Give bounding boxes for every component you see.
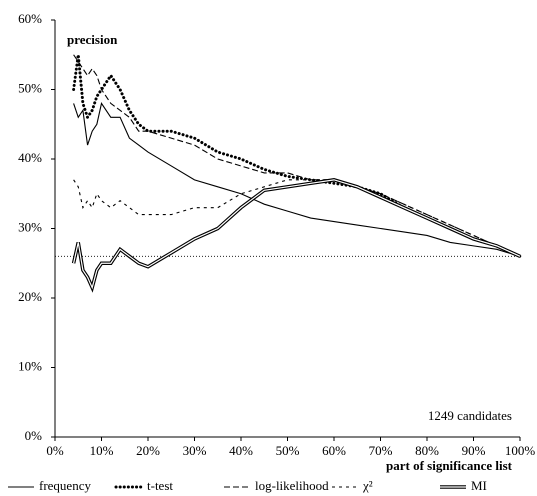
x-tick-label: 10%: [90, 443, 114, 458]
annotation: 1249 candidates: [428, 408, 512, 423]
x-tick-label: 30%: [183, 443, 207, 458]
x-tick-label: 50%: [276, 443, 300, 458]
line-inner: [73, 179, 521, 290]
legend-label: t-test: [147, 478, 173, 493]
y-tick-label: 10%: [18, 358, 42, 373]
y-tick-label: 50%: [18, 80, 42, 95]
x-axis-label: part of significance list: [386, 458, 513, 473]
x-tick-label: 80%: [415, 443, 439, 458]
x-tick-label: 20%: [136, 443, 160, 458]
line: [72, 54, 522, 258]
legend-label: log-likelihood: [255, 478, 329, 493]
y-tick-label: 60%: [18, 11, 42, 26]
line: [73, 102, 521, 257]
y-tick-label: 20%: [18, 289, 42, 304]
line: [73, 179, 521, 257]
x-tick-label: 0%: [46, 443, 64, 458]
y-tick-label: 0%: [25, 428, 43, 443]
line: [73, 54, 521, 257]
y-tick-label: 30%: [18, 219, 42, 234]
y-tick-label: 40%: [18, 150, 42, 165]
legend-label: MI: [471, 478, 487, 493]
x-tick-label: 90%: [462, 443, 486, 458]
x-tick-label: 40%: [229, 443, 253, 458]
legend-label: frequency: [39, 478, 91, 493]
x-tick-label: 100%: [505, 443, 536, 458]
x-tick-label: 60%: [322, 443, 346, 458]
y-axis-label: precision: [67, 32, 118, 47]
legend-label: χ²: [362, 478, 373, 493]
x-tick-label: 70%: [369, 443, 393, 458]
line: [71, 178, 521, 293]
